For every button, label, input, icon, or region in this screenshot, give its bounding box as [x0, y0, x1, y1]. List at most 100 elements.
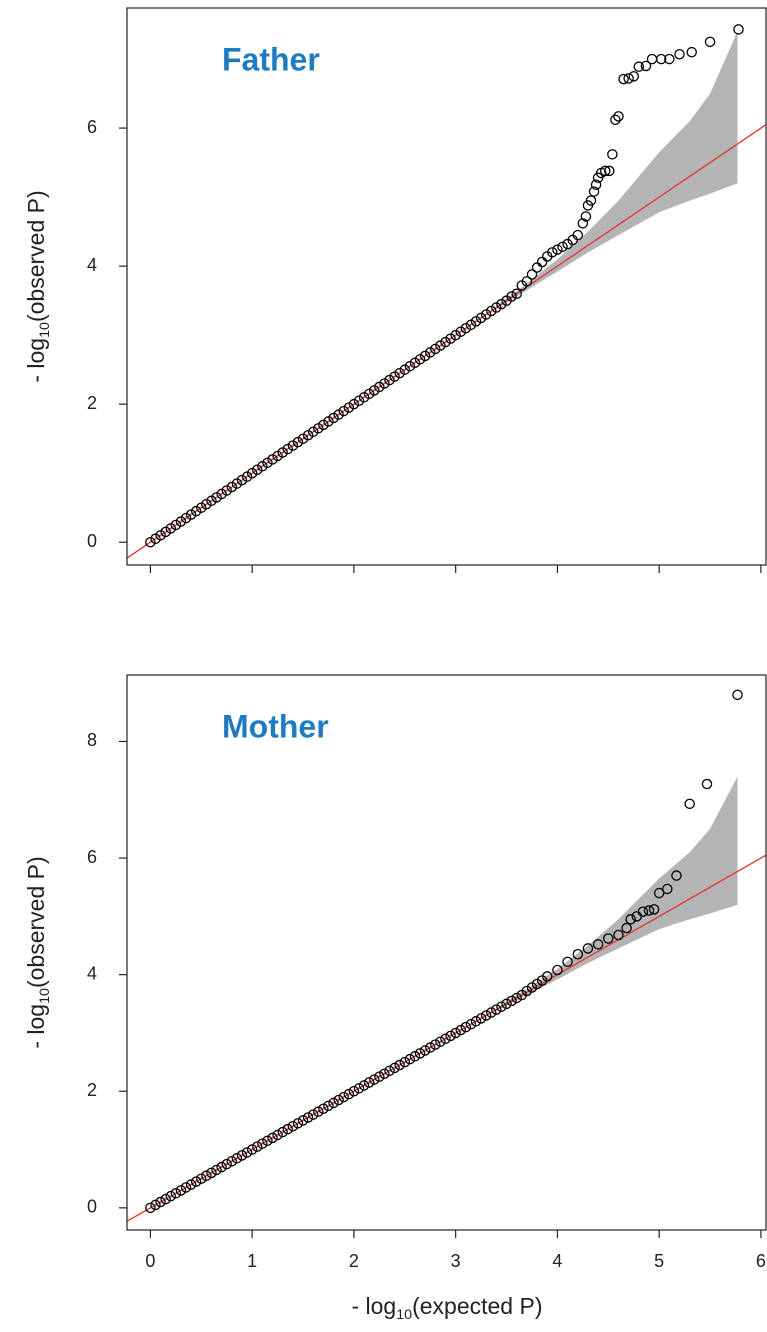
point	[547, 247, 558, 258]
point	[674, 48, 685, 60]
point	[580, 211, 592, 222]
y-tick-label: 2	[87, 1080, 97, 1100]
point	[607, 149, 618, 160]
point	[196, 1173, 207, 1184]
point	[170, 1188, 182, 1199]
point	[623, 73, 634, 84]
point	[404, 1053, 416, 1065]
point	[491, 1004, 502, 1015]
point	[582, 943, 594, 954]
point	[552, 244, 563, 255]
point	[686, 46, 697, 58]
point	[592, 939, 604, 950]
point	[460, 1021, 472, 1033]
point	[374, 1071, 385, 1082]
point	[338, 1091, 349, 1103]
y-tick-label: 0	[87, 1197, 97, 1217]
point	[506, 291, 517, 302]
y-axis-label-prefix: - log	[23, 338, 49, 383]
point	[343, 1088, 355, 1100]
x-tick-label: 0	[145, 1251, 155, 1271]
point	[150, 1199, 161, 1211]
point	[671, 870, 682, 881]
point	[610, 114, 621, 126]
x-tick-label: 4	[552, 1251, 562, 1271]
point	[637, 906, 649, 917]
point	[231, 1153, 243, 1164]
point	[435, 1036, 446, 1047]
point	[379, 1068, 390, 1080]
point	[302, 1112, 314, 1123]
point	[180, 1182, 192, 1193]
point	[732, 689, 743, 701]
point	[389, 1062, 400, 1074]
point	[262, 1135, 273, 1147]
point	[536, 256, 548, 268]
y-axis-label-sub: 10	[37, 322, 53, 338]
x-tick-label: 2	[349, 1251, 359, 1271]
panel-title: Father	[222, 41, 320, 77]
point	[653, 887, 665, 899]
point	[501, 998, 512, 1010]
point	[333, 1094, 344, 1106]
point	[541, 971, 553, 982]
point	[585, 195, 597, 206]
point	[384, 1065, 395, 1077]
point	[363, 1077, 375, 1088]
point	[511, 288, 522, 299]
x-axis-label-sub: 10	[396, 1307, 412, 1323]
point	[287, 1120, 299, 1132]
point	[328, 1097, 339, 1109]
point	[603, 933, 614, 944]
point	[445, 1030, 456, 1042]
y-axis-label: - log10(observed P)	[23, 190, 53, 382]
point	[414, 1048, 426, 1059]
point	[348, 1086, 360, 1097]
point	[486, 1007, 497, 1018]
point	[590, 179, 602, 190]
point	[646, 53, 658, 65]
point	[470, 1016, 482, 1027]
point	[394, 1059, 405, 1071]
point	[521, 276, 533, 287]
y-tick-label: 0	[87, 531, 97, 551]
point	[450, 1027, 461, 1039]
point	[604, 165, 615, 177]
point	[251, 1141, 263, 1152]
point	[506, 995, 517, 1007]
point	[557, 241, 568, 253]
panel: 0 2 4 6 Father - log10(observed P)	[23, 7, 767, 573]
plot-frame	[126, 674, 767, 1231]
point	[307, 1109, 319, 1120]
point	[621, 922, 632, 934]
point	[633, 61, 645, 72]
point	[628, 71, 639, 82]
y-axis-label: - log10(observed P)	[23, 856, 53, 1048]
point	[572, 229, 584, 241]
point	[511, 992, 522, 1004]
point	[588, 186, 600, 197]
point	[701, 778, 713, 790]
point	[419, 1045, 431, 1056]
point	[599, 165, 611, 177]
point	[655, 53, 667, 65]
point	[185, 1179, 197, 1190]
point	[272, 1129, 283, 1141]
x-axis-label-suffix: (expected P)	[412, 1293, 542, 1319]
point	[399, 1056, 411, 1068]
point	[211, 1164, 222, 1176]
point	[267, 1132, 278, 1144]
point	[206, 1167, 217, 1179]
y-axis-label-suffix: (observed P)	[23, 190, 49, 322]
point	[277, 1126, 288, 1138]
point	[733, 24, 744, 35]
point	[409, 1051, 421, 1062]
confidence-band	[496, 31, 738, 309]
point	[353, 1083, 365, 1094]
point	[241, 1147, 253, 1158]
point	[221, 1158, 232, 1170]
point	[475, 1013, 487, 1024]
point	[552, 964, 563, 976]
point	[216, 1161, 227, 1173]
x-tick-label: 1	[247, 1251, 257, 1271]
